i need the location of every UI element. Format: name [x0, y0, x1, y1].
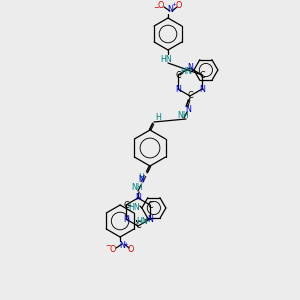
- Text: C: C: [147, 200, 153, 209]
- Text: N: N: [199, 85, 205, 94]
- Text: HN: HN: [128, 202, 140, 211]
- Text: O: O: [158, 2, 164, 10]
- Text: +: +: [124, 242, 128, 247]
- Text: −: −: [153, 5, 159, 11]
- Text: −: −: [105, 243, 111, 249]
- Text: N: N: [138, 176, 144, 184]
- Text: HN: HN: [180, 68, 192, 76]
- Text: N: N: [167, 4, 173, 14]
- Text: N: N: [135, 194, 141, 202]
- Text: N: N: [175, 85, 181, 94]
- Text: NH: NH: [177, 110, 189, 119]
- Text: O: O: [176, 2, 182, 10]
- Text: N: N: [123, 214, 129, 224]
- Text: C: C: [187, 92, 193, 100]
- Text: O: O: [110, 244, 116, 253]
- Text: +: +: [172, 2, 176, 8]
- Text: HN: HN: [136, 217, 148, 226]
- Text: NH: NH: [131, 184, 143, 193]
- Text: H: H: [138, 172, 144, 182]
- Text: H: H: [155, 113, 161, 122]
- Text: HN: HN: [160, 55, 172, 64]
- Text: C: C: [123, 200, 129, 209]
- Text: N: N: [119, 242, 125, 250]
- Text: N: N: [187, 64, 193, 73]
- Text: N: N: [185, 104, 191, 113]
- Text: O: O: [128, 244, 134, 253]
- Text: C: C: [199, 70, 205, 80]
- Text: C: C: [175, 70, 181, 80]
- Text: N: N: [147, 214, 153, 224]
- Text: C: C: [135, 221, 141, 230]
